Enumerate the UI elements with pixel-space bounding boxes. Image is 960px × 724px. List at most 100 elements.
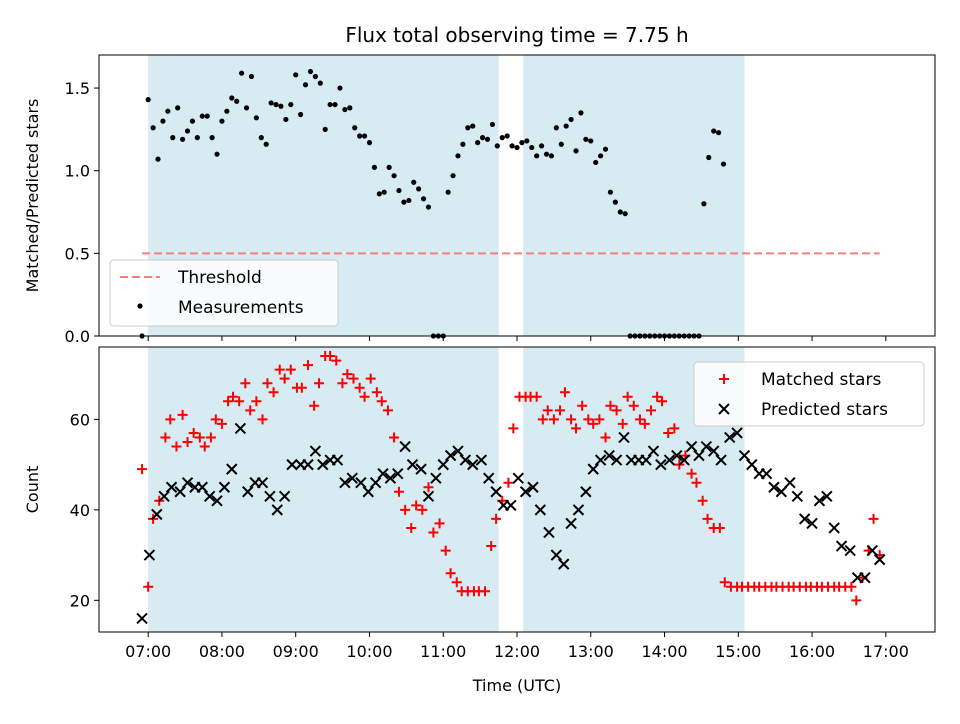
matched-star-point — [445, 568, 456, 579]
measurement-point — [204, 113, 210, 119]
measurement-point — [243, 105, 250, 111]
predicted-star-point — [543, 526, 555, 539]
predicted-star-point — [610, 454, 623, 466]
predicted-star-point — [640, 454, 652, 466]
predicted-star-point — [384, 472, 397, 484]
predicted-star-point — [355, 477, 367, 489]
measurement-point — [312, 73, 318, 80]
predicted-star-point — [174, 486, 186, 498]
matched-star-point — [480, 586, 491, 597]
measurement-point — [484, 136, 491, 142]
predicted-star-point — [339, 477, 351, 489]
matched-star-point — [389, 432, 400, 443]
measurement-point — [253, 115, 259, 121]
legend: Matched stars Predicted stars — [693, 361, 925, 427]
measurement-point — [327, 101, 333, 108]
x-tick-label: 10:00 — [346, 642, 392, 661]
measurement-point — [293, 72, 299, 78]
predicted-star-point — [211, 495, 223, 507]
predicted-star-point — [278, 490, 291, 502]
predicted-star-point — [226, 463, 238, 475]
y-axis-label: Matched/Predicted stars — [23, 99, 42, 293]
matched-star-point — [600, 432, 611, 443]
matched-star-point — [423, 482, 434, 493]
matched-star-point — [537, 414, 548, 425]
measurement-point — [568, 116, 574, 123]
measurement-point — [563, 123, 569, 129]
measurement-point — [317, 80, 323, 86]
matched-star-point — [617, 418, 628, 429]
measurement-point — [406, 197, 412, 204]
measurement-point — [420, 196, 427, 202]
matched-star-point — [486, 541, 497, 552]
y-tick-label: 0.5 — [65, 244, 90, 263]
x-tick-label: 15:00 — [715, 642, 761, 661]
y-axis-label: Count — [23, 466, 42, 514]
matched-star-point — [331, 355, 342, 366]
predicted-star-point — [422, 490, 435, 502]
predicted-star-point — [760, 467, 773, 480]
measurement-point — [391, 173, 397, 179]
measurement-point — [470, 123, 476, 129]
measurement-point — [445, 189, 451, 195]
measurement-point — [617, 209, 623, 215]
measurement-point — [593, 159, 599, 166]
predicted-star-point — [647, 445, 660, 457]
matched-star-point — [216, 418, 227, 429]
matched-star-point — [503, 477, 514, 488]
ratio-panel: 0.0 0.5 1.0 1.5 Matched/Predicted stars Thres… — [23, 54, 936, 346]
predicted-star-point — [671, 449, 683, 462]
y-tick-label: 1.0 — [65, 162, 90, 181]
measurement-point — [209, 135, 215, 141]
matched-star-point — [663, 427, 674, 438]
matched-star-point — [199, 441, 210, 452]
matched-star-point — [314, 378, 325, 389]
observing-window — [523, 55, 745, 336]
measurement-point — [479, 135, 486, 141]
measurement-point — [450, 173, 456, 179]
measurement-point — [219, 118, 225, 124]
matched-star-point — [371, 387, 382, 398]
measurement-point — [396, 187, 402, 194]
predicted-star-point — [459, 454, 472, 466]
predicted-star-point — [475, 454, 488, 466]
measurement-point — [381, 189, 387, 195]
measurement-point — [716, 130, 722, 136]
predicted-star-point — [512, 472, 524, 484]
matched-star-point — [262, 378, 273, 389]
measurement-point — [229, 95, 235, 101]
matched-star-point — [639, 418, 650, 429]
predicted-star-point — [587, 463, 599, 475]
x-tick-label: 14:00 — [641, 642, 687, 661]
measurement-point — [371, 164, 377, 170]
measurement-point — [425, 204, 432, 210]
matched-star-point — [588, 418, 599, 429]
matched-star-point — [555, 405, 566, 416]
measurement-point — [538, 143, 545, 149]
measurement-point — [165, 108, 171, 114]
predicted-star-point — [256, 477, 269, 489]
matched-star-point — [268, 387, 279, 398]
measurement-point — [307, 68, 314, 75]
matched-star-point — [634, 414, 645, 425]
matched-star-point — [274, 364, 285, 375]
predicted-star-point — [203, 490, 216, 502]
measurement-point — [455, 153, 461, 159]
matched-star-point — [428, 527, 439, 538]
matched-star-point — [669, 423, 680, 434]
matched-star-point — [691, 477, 702, 488]
measurement-point — [283, 116, 289, 123]
predicted-star-point — [731, 427, 743, 439]
matched-star-point — [605, 400, 616, 411]
measurement-point — [411, 179, 417, 185]
matched-star-point — [160, 432, 171, 443]
matched-star-point — [223, 396, 234, 407]
measurement-point — [361, 133, 368, 139]
measurement-point — [337, 85, 343, 91]
matched-star-point — [393, 486, 404, 497]
predicted-star-point — [700, 440, 713, 453]
measurement-point — [519, 140, 525, 146]
matched-star-point — [531, 391, 542, 402]
measurement-point — [189, 118, 196, 124]
x-tick-label: 11:00 — [420, 642, 466, 661]
